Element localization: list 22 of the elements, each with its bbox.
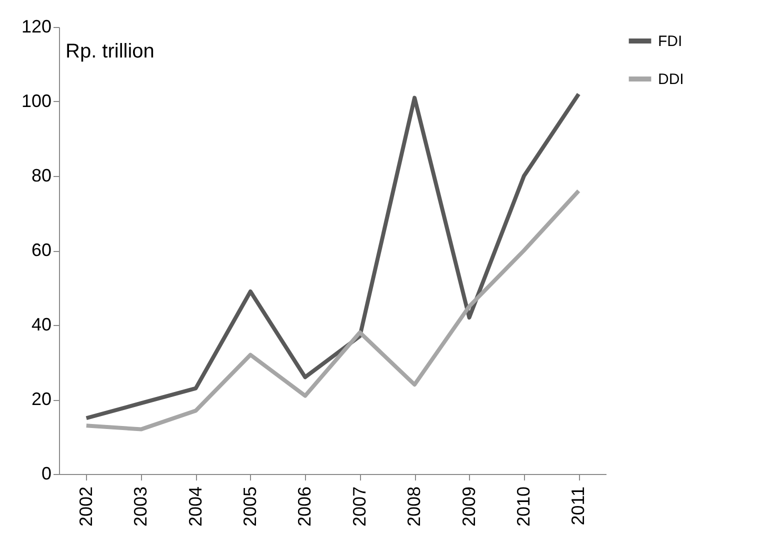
x-tick-label: 2002	[76, 486, 96, 527]
y-tick-label: 100	[21, 91, 52, 111]
legend-label: FDI	[658, 33, 682, 50]
y-tick-label: 80	[31, 166, 52, 186]
x-tick-label: 2005	[240, 486, 260, 527]
legend-label: DDI	[658, 71, 684, 88]
y-tick-label: 0	[41, 464, 52, 484]
x-tick-label: 2008	[404, 486, 424, 527]
x-tick-label: 2009	[458, 486, 479, 527]
x-tick-label: 2006	[294, 486, 315, 527]
x-tick-label: 2011	[568, 486, 588, 526]
x-tick-label: 2004	[185, 486, 206, 527]
y-tick-label: 40	[31, 314, 52, 334]
x-tick-label: 2010	[513, 486, 534, 527]
y-tick-label: 60	[31, 240, 52, 260]
y-axis-title: Rp. trillion	[66, 40, 154, 62]
line-series	[84, 92, 581, 420]
x-tick-label: 2003	[130, 486, 151, 527]
line-series	[84, 188, 581, 432]
y-tick-label: 120	[21, 16, 52, 36]
y-tick-label: 20	[31, 389, 52, 409]
x-tick-label: 2007	[349, 486, 370, 527]
